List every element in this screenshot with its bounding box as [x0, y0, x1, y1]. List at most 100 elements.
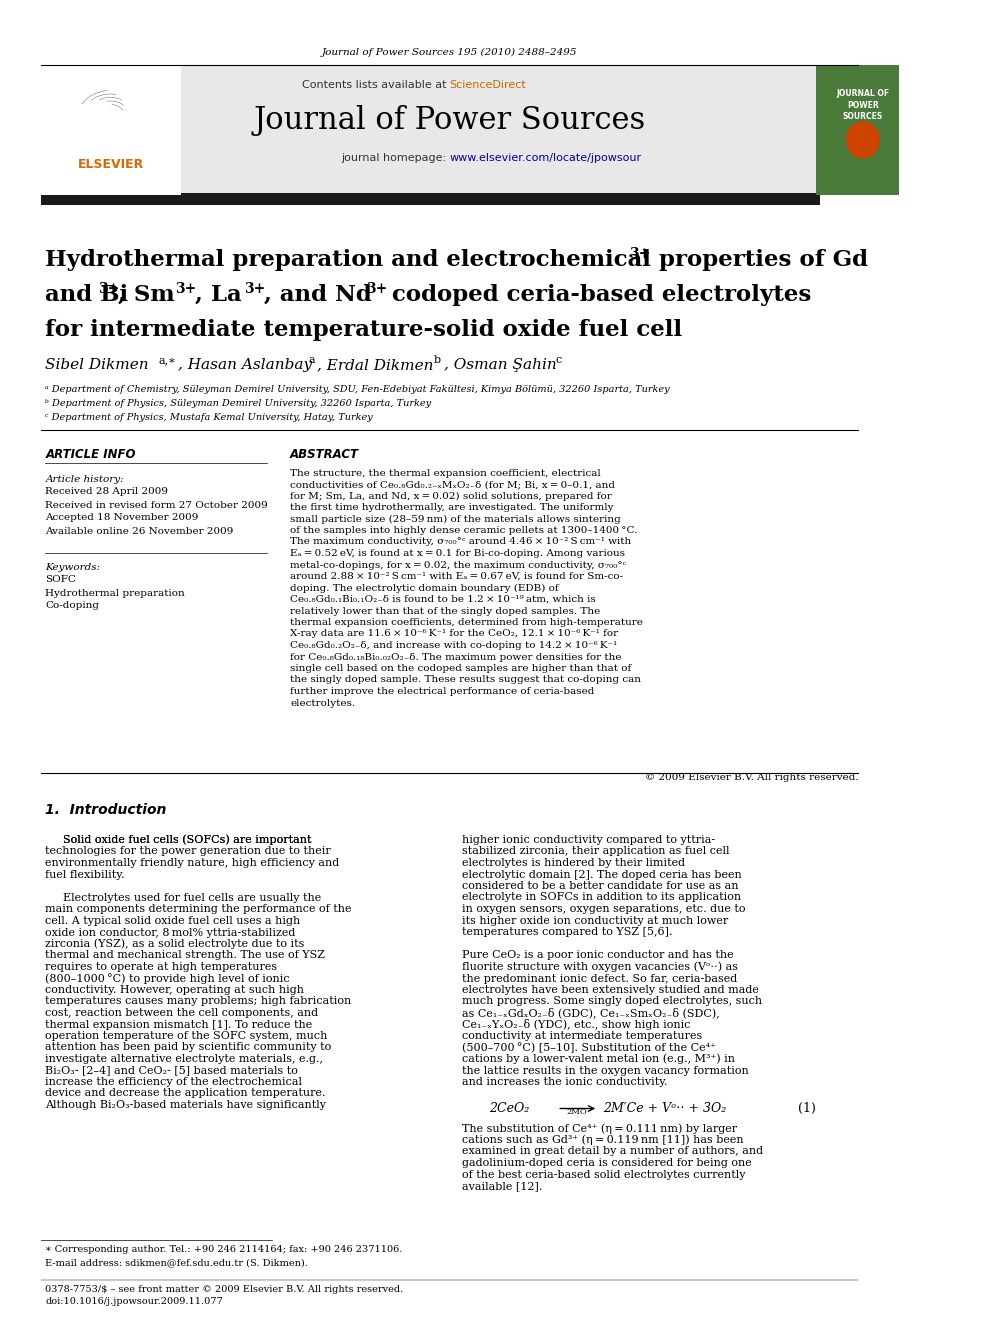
Text: and Bi: and Bi	[46, 284, 129, 306]
Text: E-mail address: sdikmen@fef.sdu.edu.tr (S. Dikmen).: E-mail address: sdikmen@fef.sdu.edu.tr (…	[46, 1258, 309, 1267]
Text: Received 28 April 2009: Received 28 April 2009	[46, 487, 169, 496]
Text: ᵃ Department of Chemistry, Süleyman Demirel University, SDU, Fen-Edebiyat Fakült: ᵃ Department of Chemistry, Süleyman Demi…	[46, 385, 670, 394]
Text: stabilized zirconia, their application as fuel cell: stabilized zirconia, their application a…	[462, 847, 730, 856]
Text: (1): (1)	[798, 1102, 815, 1115]
Text: available [12].: available [12].	[462, 1181, 543, 1191]
Text: main components determining the performance of the: main components determining the performa…	[46, 905, 352, 914]
Text: Article history:: Article history:	[46, 475, 124, 484]
Text: , Sm: , Sm	[118, 284, 175, 306]
Text: for intermediate temperature-solid oxide fuel cell: for intermediate temperature-solid oxide…	[46, 319, 682, 341]
Text: cations by a lower-valent metal ion (e.g., M³⁺) in: cations by a lower-valent metal ion (e.g…	[462, 1053, 735, 1064]
Text: 2CeO₂: 2CeO₂	[489, 1102, 530, 1115]
Text: examined in great detail by a number of authors, and: examined in great detail by a number of …	[462, 1147, 763, 1156]
Text: Electrolytes used for fuel cells are usually the: Electrolytes used for fuel cells are usu…	[63, 893, 321, 904]
Text: 2MO: 2MO	[566, 1109, 587, 1117]
Text: relatively lower than that of the singly doped samples. The: relatively lower than that of the singly…	[290, 606, 600, 615]
Text: , Hasan Aslanbay: , Hasan Aslanbay	[178, 359, 311, 372]
Text: electrolyte in SOFCs in addition to its application: electrolyte in SOFCs in addition to its …	[462, 893, 741, 902]
Text: The substitution of Ce⁴⁺ (η = 0.111 nm) by larger: The substitution of Ce⁴⁺ (η = 0.111 nm) …	[462, 1123, 737, 1134]
FancyBboxPatch shape	[41, 65, 820, 194]
Text: Solid oxide fuel cells (SOFCs) are important: Solid oxide fuel cells (SOFCs) are impor…	[63, 835, 311, 845]
Text: , and Nd: , and Nd	[264, 284, 371, 306]
Text: the singly doped sample. These results suggest that co-doping can: the singly doped sample. These results s…	[290, 676, 641, 684]
Text: Sibel Dikmen: Sibel Dikmen	[46, 359, 149, 372]
Text: electrolytic domain [2]. The doped ceria has been: electrolytic domain [2]. The doped ceria…	[462, 869, 742, 880]
Text: (800–1000 °C) to provide high level of ionic: (800–1000 °C) to provide high level of i…	[46, 972, 290, 984]
Text: as Ce₁₋ₓGdₓO₂₋δ (GDC), Ce₁₋ₓSmₓO₂₋δ (SDC),: as Ce₁₋ₓGdₓO₂₋δ (GDC), Ce₁₋ₓSmₓO₂₋δ (SDC…	[462, 1008, 720, 1019]
Text: © 2009 Elsevier B.V. All rights reserved.: © 2009 Elsevier B.V. All rights reserved…	[645, 773, 858, 782]
Text: conductivities of Ce₀.₈Gd₀.₂₋ₓMₓO₂₋δ (for M; Bi, x = 0–0.1, and: conductivities of Ce₀.₈Gd₀.₂₋ₓMₓO₂₋δ (fo…	[290, 480, 615, 490]
Circle shape	[846, 122, 879, 157]
Text: codoped ceria-based electrolytes: codoped ceria-based electrolytes	[384, 284, 811, 306]
Text: 3+: 3+	[366, 282, 388, 296]
Text: the first time hydrothermally, are investigated. The uniformly: the first time hydrothermally, are inves…	[290, 503, 613, 512]
Text: Hydrothermal preparation and electrochemical properties of Gd: Hydrothermal preparation and electrochem…	[46, 249, 868, 271]
Text: conductivity. However, operating at such high: conductivity. However, operating at such…	[46, 986, 305, 995]
Text: JOURNAL OF
POWER
SOURCES: JOURNAL OF POWER SOURCES	[836, 89, 890, 122]
Text: fuel flexibility.: fuel flexibility.	[46, 869, 125, 880]
Text: ABSTRACT: ABSTRACT	[290, 448, 359, 462]
Text: its higher oxide ion conductivity at much lower: its higher oxide ion conductivity at muc…	[462, 916, 728, 926]
Text: around 2.88 × 10⁻² S cm⁻¹ with Eₐ = 0.67 eV, is found for Sm-co-: around 2.88 × 10⁻² S cm⁻¹ with Eₐ = 0.67…	[290, 572, 623, 581]
Text: in oxygen sensors, oxygen separations, etc. due to: in oxygen sensors, oxygen separations, e…	[462, 904, 746, 914]
FancyBboxPatch shape	[41, 65, 182, 194]
Text: 3+: 3+	[244, 282, 265, 296]
Text: ELSEVIER: ELSEVIER	[77, 159, 144, 172]
Text: (500–700 °C) [5–10]. Substitution of the Ce⁴⁺: (500–700 °C) [5–10]. Substitution of the…	[462, 1043, 716, 1053]
Text: cost, reaction between the cell components, and: cost, reaction between the cell componen…	[46, 1008, 318, 1017]
Text: a: a	[309, 355, 314, 365]
Text: , La: , La	[194, 284, 241, 306]
Text: electrolytes is hindered by their limited: electrolytes is hindered by their limite…	[462, 859, 685, 868]
Text: conductivity at intermediate temperatures: conductivity at intermediate temperature…	[462, 1031, 702, 1041]
Text: gadolinium-doped ceria is considered for being one: gadolinium-doped ceria is considered for…	[462, 1158, 752, 1168]
Text: www.elsevier.com/locate/jpowsour: www.elsevier.com/locate/jpowsour	[449, 153, 642, 163]
Text: thermal and mechanical strength. The use of YSZ: thermal and mechanical strength. The use…	[46, 950, 325, 960]
Text: much progress. Some singly doped electrolytes, such: much progress. Some singly doped electro…	[462, 996, 762, 1007]
Text: Ce₀.₈Gd₀.₂O₂₋δ, and increase with co-doping to 14.2 × 10⁻⁶ K⁻¹: Ce₀.₈Gd₀.₂O₂₋δ, and increase with co-dop…	[290, 642, 617, 650]
Text: the lattice results in the oxygen vacancy formation: the lattice results in the oxygen vacanc…	[462, 1065, 749, 1076]
Text: ᶜ Department of Physics, Mustafa Kemal University, Hatay, Turkey: ᶜ Department of Physics, Mustafa Kemal U…	[46, 413, 373, 422]
Text: zirconia (YSZ), as a solid electrolyte due to its: zirconia (YSZ), as a solid electrolyte d…	[46, 939, 305, 950]
FancyBboxPatch shape	[815, 65, 911, 194]
Text: Accepted 18 November 2009: Accepted 18 November 2009	[46, 513, 198, 523]
Text: Pure CeO₂ is a poor ionic conductor and has the: Pure CeO₂ is a poor ionic conductor and …	[462, 950, 734, 960]
Text: 3+: 3+	[175, 282, 196, 296]
FancyBboxPatch shape	[41, 193, 820, 205]
Text: temperatures causes many problems; high fabrication: temperatures causes many problems; high …	[46, 996, 351, 1007]
Text: of the best ceria-based solid electrolytes currently: of the best ceria-based solid electrolyt…	[462, 1170, 746, 1180]
Text: operation temperature of the SOFC system, much: operation temperature of the SOFC system…	[46, 1031, 327, 1041]
Text: ∗ Corresponding author. Tel.: +90 246 2114164; fax: +90 246 2371106.: ∗ Corresponding author. Tel.: +90 246 21…	[46, 1245, 403, 1254]
Text: ᵇ Department of Physics, Süleyman Demirel University, 32260 Isparta, Turkey: ᵇ Department of Physics, Süleyman Demire…	[46, 400, 432, 409]
Text: cations such as Gd³⁺ (η = 0.119 nm [11]) has been: cations such as Gd³⁺ (η = 0.119 nm [11])…	[462, 1135, 744, 1146]
Text: a,∗: a,∗	[159, 355, 177, 365]
Text: c: c	[556, 355, 561, 365]
Text: journal homepage:: journal homepage:	[341, 153, 449, 163]
Text: , Erdal Dikmen: , Erdal Dikmen	[317, 359, 434, 372]
Text: the predominant ionic defect. So far, ceria-based: the predominant ionic defect. So far, ce…	[462, 974, 737, 983]
Text: The maximum conductivity, σ₇₀₀°ᶜ around 4.46 × 10⁻² S cm⁻¹ with: The maximum conductivity, σ₇₀₀°ᶜ around …	[290, 537, 631, 546]
Text: metal-co-dopings, for x = 0.02, the maximum conductivity, σ₇₀₀°ᶜ: metal-co-dopings, for x = 0.02, the maxi…	[290, 561, 626, 569]
Text: 3+: 3+	[629, 247, 650, 261]
Text: higher ionic conductivity compared to yttria-: higher ionic conductivity compared to yt…	[462, 835, 715, 845]
Text: investigate alternative electrolyte materials, e.g.,: investigate alternative electrolyte mate…	[46, 1054, 323, 1064]
Text: Hydrothermal preparation: Hydrothermal preparation	[46, 589, 186, 598]
Text: doping. The electrolytic domain boundary (EDB) of: doping. The electrolytic domain boundary…	[290, 583, 558, 593]
Text: Ce₁₋ₓYₓO₂₋δ (YDC), etc., show high ionic: Ce₁₋ₓYₓO₂₋δ (YDC), etc., show high ionic	[462, 1019, 690, 1031]
Text: of the samples into highly dense ceramic pellets at 1300–1400 °C.: of the samples into highly dense ceramic…	[290, 527, 638, 534]
Text: , Osman Şahin: , Osman Şahin	[444, 359, 557, 372]
Text: fluorite structure with oxygen vacancies (Vᵒ⋅⋅) as: fluorite structure with oxygen vacancies…	[462, 962, 738, 972]
Text: Available online 26 November 2009: Available online 26 November 2009	[46, 527, 234, 536]
Text: electrolytes have been extensively studied and made: electrolytes have been extensively studi…	[462, 986, 759, 995]
Text: 2M′Ce + Vᵒ⋅⋅ + 3O₂: 2M′Ce + Vᵒ⋅⋅ + 3O₂	[603, 1102, 726, 1115]
Text: Eₐ = 0.52 eV, is found at x = 0.1 for Bi-co-doping. Among various: Eₐ = 0.52 eV, is found at x = 0.1 for Bi…	[290, 549, 625, 558]
Text: and increases the ionic conductivity.: and increases the ionic conductivity.	[462, 1077, 668, 1088]
Text: 3+: 3+	[98, 282, 119, 296]
Text: oxide ion conductor, 8 mol% yttria-stabilized: oxide ion conductor, 8 mol% yttria-stabi…	[46, 927, 296, 938]
Text: for Ce₀.₈Gd₀.₁₈Bi₀.₀₂O₂₋δ. The maximum power densities for the: for Ce₀.₈Gd₀.₁₈Bi₀.₀₂O₂₋δ. The maximum p…	[290, 652, 622, 662]
Text: single cell based on the codoped samples are higher than that of: single cell based on the codoped samples…	[290, 664, 631, 673]
Text: cell. A typical solid oxide fuel cell uses a high: cell. A typical solid oxide fuel cell us…	[46, 916, 301, 926]
Text: electrolytes.: electrolytes.	[290, 699, 355, 708]
Text: small particle size (28–59 nm) of the materials allows sintering: small particle size (28–59 nm) of the ma…	[290, 515, 621, 524]
Text: Bi₂O₃- [2–4] and CeO₂- [5] based materials to: Bi₂O₃- [2–4] and CeO₂- [5] based materia…	[46, 1065, 299, 1076]
Text: considered to be a better candidate for use as an: considered to be a better candidate for …	[462, 881, 739, 890]
